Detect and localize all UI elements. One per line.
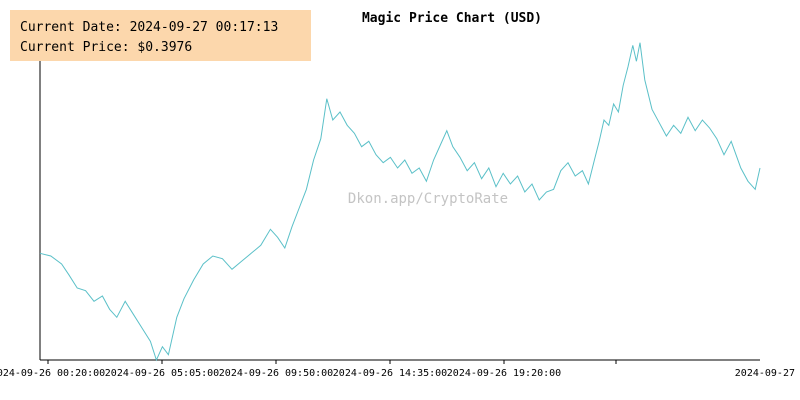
- x-tick-label: 2024-09-26 05:05:00: [105, 368, 219, 379]
- series-layer: [39, 42, 761, 362]
- x-axis-ticks: 2024-09-26 00:20:00 2024-09-26 05:05:00 20…: [0, 360, 795, 379]
- x-tick-label: 2024-09-27: [735, 368, 795, 379]
- x-tick-label: 2024-09-26 14:35:00: [333, 368, 447, 379]
- current-info-box: Current Date: 2024-09-27 00:17:13 Curren…: [10, 10, 311, 61]
- chart-axes: [39, 40, 760, 361]
- x-tick-label: 2024-09-26 19:20:00: [447, 368, 561, 379]
- price-series-line: [39, 42, 761, 362]
- x-tick-label: 2024-09-26 00:20:00: [0, 368, 105, 379]
- current-price-label: Current Price:: [20, 40, 130, 55]
- current-date-label: Current Date:: [20, 20, 122, 35]
- current-price-row: Current Price: $0.3976: [20, 38, 311, 58]
- chart-title: Magic Price Chart (USD): [362, 11, 542, 26]
- current-date-value: 2024-09-27 00:17:13: [129, 20, 279, 35]
- current-date-row: Current Date: 2024-09-27 00:17:13: [20, 18, 311, 38]
- x-tick-label: 2024-09-26 09:50:00: [219, 368, 333, 379]
- current-price-value: $0.3976: [137, 40, 193, 55]
- watermark: Dkon.app/CryptoRate: [348, 191, 508, 207]
